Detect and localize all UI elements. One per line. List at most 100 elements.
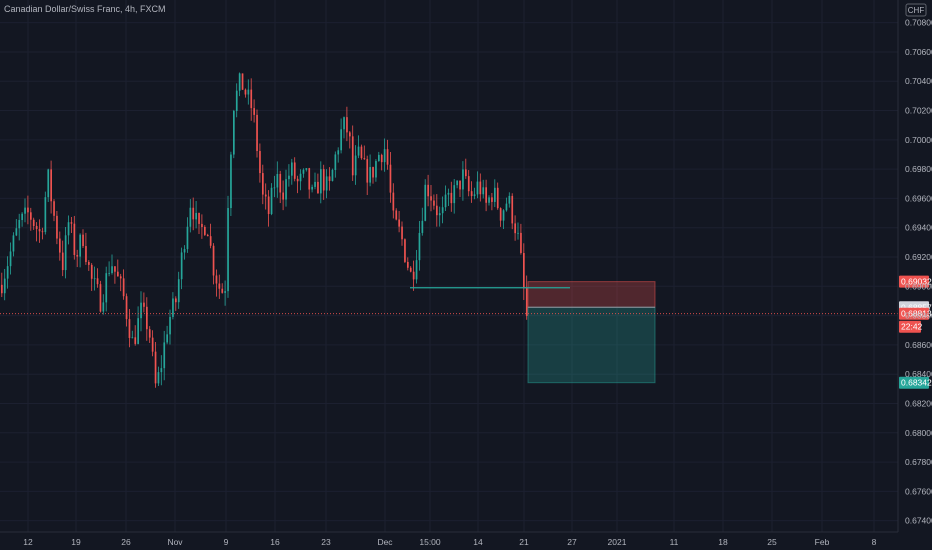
position-zones [527,281,656,384]
candle-body [15,228,18,236]
candle-body [146,306,148,330]
candle-body [366,159,369,183]
candle-body [38,229,41,232]
candle-body [256,114,258,152]
candle-body [270,187,273,215]
candle-body [346,117,348,133]
candle-body [125,296,128,320]
candle-body [470,191,473,197]
candle-body [163,342,166,369]
price-tag-label: 0.68857 [901,302,932,312]
candle-body [328,176,331,181]
candle-body [117,271,119,277]
candles [1,72,528,388]
candle-body [192,207,195,220]
candle-body [322,169,325,191]
price-tag-label: 0.68342 [901,378,932,388]
candle-body [128,319,131,338]
candle-body [378,154,380,162]
candle-body [383,149,386,163]
x-tick-label: 26 [121,537,131,547]
candle-body [212,245,215,276]
candle-body [273,187,276,189]
candle-body [453,185,456,204]
candle-body [151,337,154,352]
candle-body [189,207,192,227]
candle-body [424,184,427,221]
candle-body [35,225,38,230]
grid [0,0,898,532]
candle-body [389,164,392,193]
candle-body [235,90,238,111]
candle-body [360,146,363,159]
candle-body [250,89,253,109]
candle-body [209,236,212,246]
candle-body [195,212,197,220]
candle-body [140,302,142,319]
candle-body [412,271,415,280]
candle-body [79,234,81,257]
candle-body [418,232,421,261]
candle-body [67,222,70,236]
candle-body [9,251,12,267]
candle-body [27,207,29,213]
candle-body [82,234,84,247]
candle-body [221,288,224,293]
candle-body [325,176,328,191]
candle-body [296,178,299,182]
x-tick-label: 19 [71,537,81,547]
candle-body [198,212,200,224]
price-tag-label: 0.69032 [901,277,932,287]
candle-body [485,187,487,203]
candle-body [238,73,241,91]
candle-body [1,284,3,294]
candle-body [131,337,134,339]
candle-body [415,260,418,280]
candle-body [476,181,479,195]
candle-body [230,154,232,209]
candle-body [70,222,73,224]
candle-body [317,181,319,194]
x-tick-label: 8 [872,537,877,547]
candle-body [244,89,247,95]
candle-body [154,351,157,384]
x-tick-label: 14 [473,537,483,547]
candle-body [499,208,502,221]
stop-loss-zone [527,281,656,308]
x-tick-label: 11 [670,537,679,547]
candle-body [169,316,171,335]
candle-body [177,279,180,303]
x-tick-label: 21 [519,537,529,547]
candle-body [363,158,366,160]
candle-body [259,151,261,174]
candle-body [241,73,244,90]
candle-body [395,210,398,220]
x-tick-label: 15:00 [419,537,441,547]
candle-body [514,223,516,234]
candle-body [436,205,438,216]
candle-body [90,264,93,279]
candle-body [50,169,52,202]
candle-body [105,273,108,303]
candle-body [134,337,137,344]
candle-body [508,195,511,204]
candle-body [215,275,218,284]
candle-body [157,372,160,384]
candle-body [166,334,168,343]
candle-body [206,234,209,237]
candle-body [305,168,308,170]
candle-body [337,150,340,155]
candle-body [343,117,345,130]
x-tick-label: 16 [270,537,280,547]
candle-body [372,167,374,178]
